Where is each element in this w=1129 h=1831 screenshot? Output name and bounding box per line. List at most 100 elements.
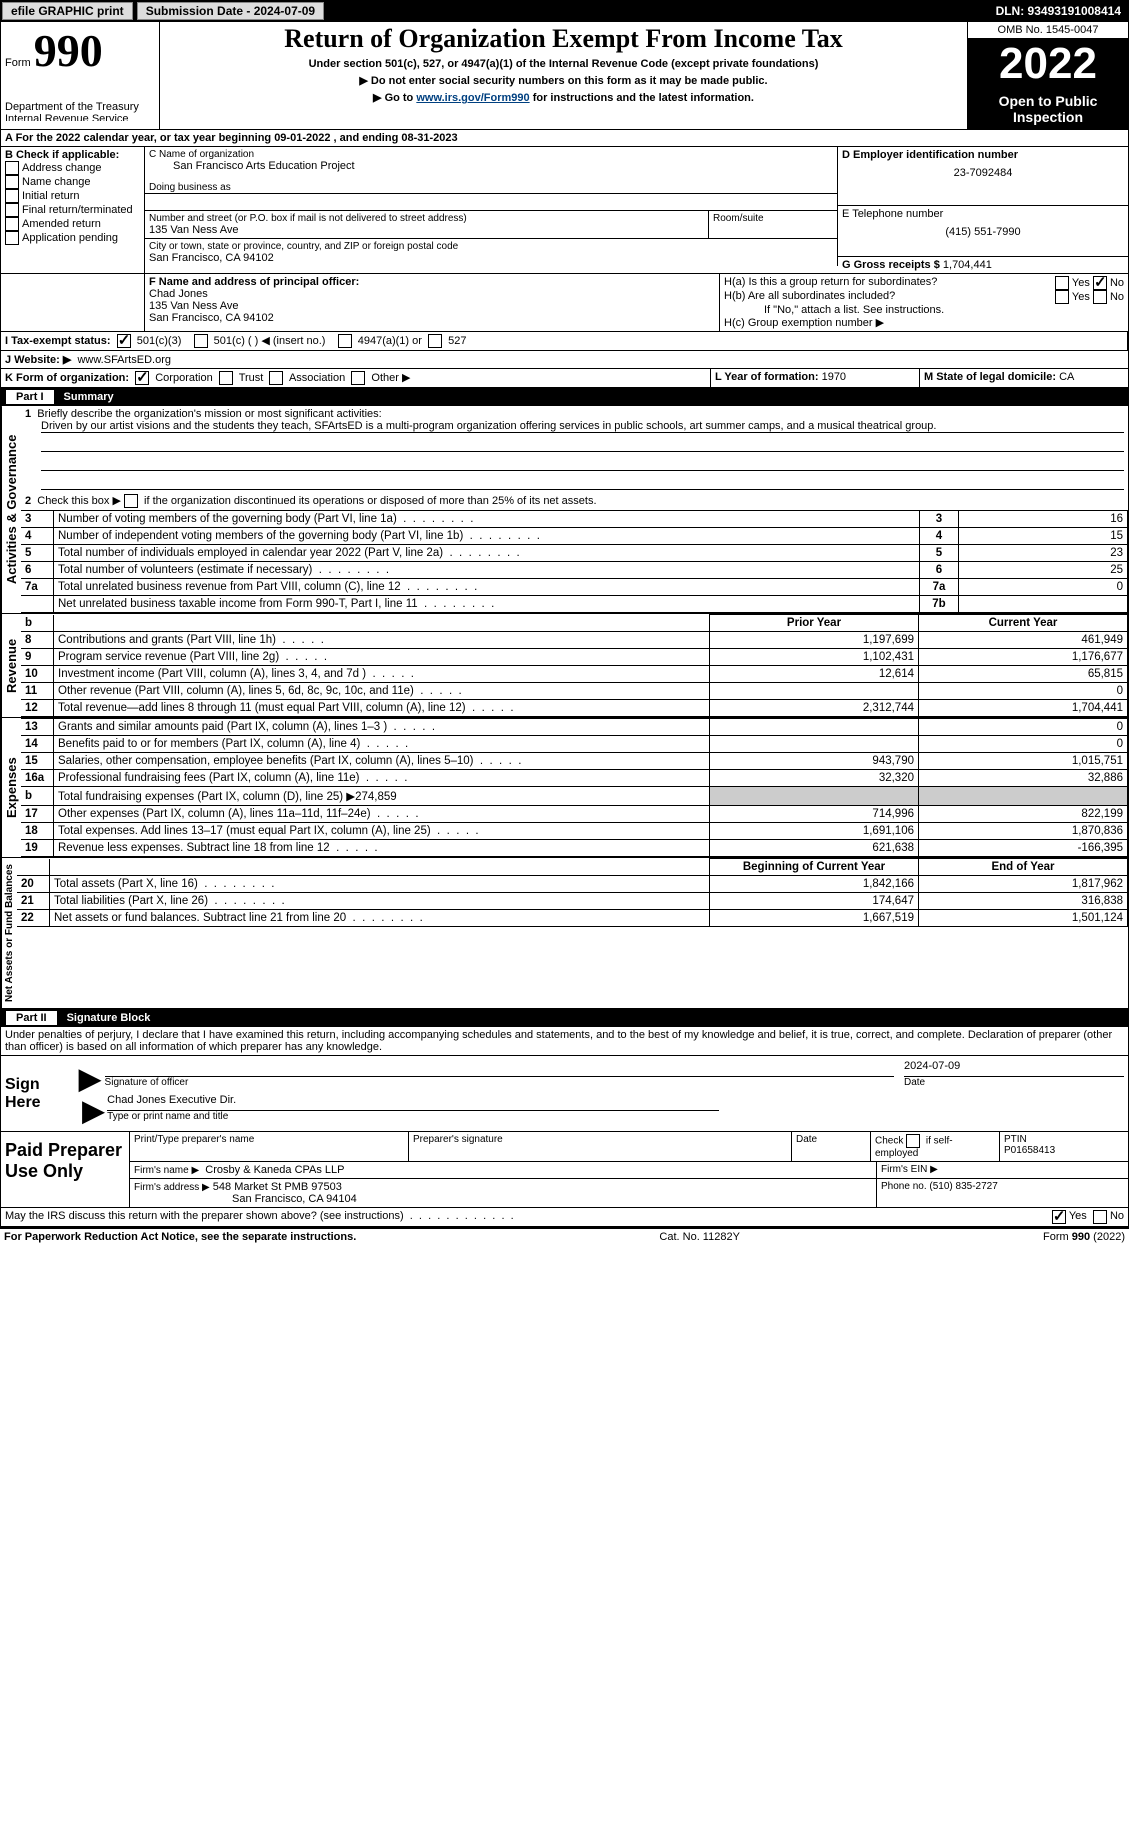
discuss-yes-checkbox[interactable] (1052, 1210, 1066, 1224)
corp-checkbox[interactable] (135, 371, 149, 385)
ptin-value: P01658413 (1004, 1145, 1055, 1156)
firm-name-label: Firm's name ▶ (134, 1165, 199, 1176)
part2-title: Signature Block (67, 1012, 151, 1024)
mission-text: Driven by our artist visions and the stu… (41, 420, 1124, 433)
assoc-label: Association (289, 372, 345, 384)
form990-link[interactable]: www.irs.gov/Form990 (416, 92, 529, 104)
table-row: b Prior Year Current Year (21, 615, 1128, 632)
table-row: 9 Program service revenue (Part VIII, li… (21, 649, 1128, 666)
final-return-checkbox[interactable] (5, 203, 19, 217)
officer-street: 135 Van Ness Ave (149, 300, 715, 312)
table-row: 19 Revenue less expenses. Subtract line … (21, 840, 1128, 857)
other-checkbox[interactable] (351, 371, 365, 385)
sig-date-label: Date (904, 1077, 1124, 1088)
net-assets-table: Beginning of Current Year End of Year 20… (17, 858, 1128, 927)
hb-note: If "No," attach a list. See instructions… (724, 304, 1124, 316)
hb-no-checkbox[interactable] (1093, 290, 1107, 304)
l2-label: Check this box ▶ if the organization dis… (37, 495, 596, 507)
cat-no: Cat. No. 11282Y (659, 1231, 740, 1243)
table-row: 7a Total unrelated business revenue from… (21, 579, 1128, 596)
table-row: 6 Total number of volunteers (estimate i… (21, 562, 1128, 579)
prep-name-label: Print/Type preparer's name (130, 1132, 409, 1161)
initial-return-checkbox[interactable] (5, 189, 19, 203)
side-activities-governance: Activities & Governance (1, 406, 21, 613)
amended-checkbox[interactable] (5, 217, 19, 231)
name-change-checkbox[interactable] (5, 175, 19, 189)
trust-checkbox[interactable] (219, 371, 233, 385)
governance-table: 3 Number of voting members of the govern… (21, 510, 1128, 613)
e-phone-label: E Telephone number (842, 208, 1124, 220)
discuss-question: May the IRS discuss this return with the… (5, 1210, 1052, 1224)
submission-date-button[interactable]: Submission Date - 2024-07-09 (137, 2, 324, 20)
form-header: Form 990 Department of the Treasury Inte… (0, 22, 1129, 130)
paperwork-notice: For Paperwork Reduction Act Notice, see … (4, 1231, 356, 1243)
part2-num: Part II (6, 1011, 57, 1025)
ha-yes-checkbox[interactable] (1055, 276, 1069, 290)
firm-name: Crosby & Kaneda CPAs LLP (205, 1164, 344, 1176)
sign-arrow-icon-2: ▶ (83, 1094, 105, 1127)
sign-here-block: Sign Here ▶ Signature of officer 2024-07… (0, 1056, 1129, 1132)
sig-officer-label: Signature of officer (105, 1077, 894, 1088)
527-checkbox[interactable] (428, 334, 442, 348)
m-label: M State of legal domicile: (924, 371, 1056, 383)
4947-checkbox[interactable] (338, 334, 352, 348)
table-row: 14 Benefits paid to or for members (Part… (21, 736, 1128, 753)
self-employed-checkbox[interactable] (906, 1134, 920, 1148)
form-footer-label: Form 990 (2022) (1043, 1231, 1125, 1243)
perjury-declaration: Under penalties of perjury, I declare th… (0, 1027, 1129, 1056)
i-label: I Tax-exempt status: (5, 335, 111, 347)
table-row: Beginning of Current Year End of Year (17, 859, 1128, 876)
table-row: 15 Salaries, other compensation, employe… (21, 753, 1128, 770)
table-row: 21 Total liabilities (Part X, line 26) .… (17, 893, 1128, 910)
officer-name: Chad Jones (149, 288, 715, 300)
ha-yes-label: Yes (1072, 277, 1090, 289)
l-label: L Year of formation: (715, 371, 819, 383)
topbar: efile GRAPHIC print Submission Date - 20… (0, 0, 1129, 22)
table-row: 3 Number of voting members of the govern… (21, 511, 1128, 528)
phone-value: (415) 551-7990 (842, 226, 1124, 238)
addr-change-checkbox[interactable] (5, 161, 19, 175)
4947-label: 4947(a)(1) or (358, 335, 422, 347)
assoc-checkbox[interactable] (269, 371, 283, 385)
k-label: K Form of organization: (5, 372, 129, 384)
hb-yes-checkbox[interactable] (1055, 290, 1069, 304)
l2-checkbox[interactable] (124, 494, 138, 508)
g-gross-label: G Gross receipts $ (842, 259, 940, 271)
officer-group-block: F Name and address of principal officer:… (0, 274, 1129, 332)
ha-no-checkbox[interactable] (1093, 276, 1107, 290)
hc-label: H(c) Group exemption number ▶ (724, 316, 1124, 329)
corp-label: Corporation (155, 372, 212, 384)
501c3-label: 501(c)(3) (137, 335, 182, 347)
self-employed-cell: Check if self-employed (871, 1132, 1000, 1161)
side-net-assets: Net Assets or Fund Balances (1, 858, 17, 1008)
l1-label: Briefly describe the organization's miss… (37, 408, 381, 420)
website-value: www.SFArtsED.org (77, 354, 171, 366)
ha-no-label: No (1110, 277, 1124, 289)
firm-phone-label: Phone no. (881, 1181, 927, 1192)
form-990: 990 (34, 25, 103, 76)
gross-receipts: 1,704,441 (943, 259, 992, 271)
officer-name-title: Chad Jones Executive Dir. (107, 1094, 719, 1111)
app-pending-checkbox[interactable] (5, 231, 19, 245)
part1-num: Part I (6, 390, 54, 404)
form-title: Return of Organization Exempt From Incom… (164, 24, 963, 54)
hb-label: H(b) Are all subordinates included? (724, 290, 1055, 304)
discuss-no-checkbox[interactable] (1093, 1210, 1107, 1224)
efile-print-button[interactable]: efile GRAPHIC print (2, 2, 133, 20)
addr-change-label: Address change (22, 162, 102, 174)
table-row: 5 Total number of individuals employed i… (21, 545, 1128, 562)
prep-sig-label: Preparer's signature (409, 1132, 792, 1161)
app-pending-label: Application pending (22, 232, 118, 244)
state-domicile: CA (1059, 371, 1074, 383)
c-label: C Name of organization (149, 149, 833, 160)
d-ein-label: D Employer identification number (842, 149, 1124, 161)
501c3-checkbox[interactable] (117, 334, 131, 348)
omb-number: OMB No. 1545-0047 (968, 22, 1128, 39)
entity-block: B Check if applicable: Address change Na… (0, 147, 1129, 274)
table-row: b Total fundraising expenses (Part IX, c… (21, 787, 1128, 806)
part1-header: Part I Summary (0, 388, 1129, 406)
name-change-label: Name change (22, 176, 91, 188)
other-label: Other ▶ (371, 372, 410, 384)
501c-checkbox[interactable] (194, 334, 208, 348)
side-revenue: Revenue (1, 614, 21, 717)
